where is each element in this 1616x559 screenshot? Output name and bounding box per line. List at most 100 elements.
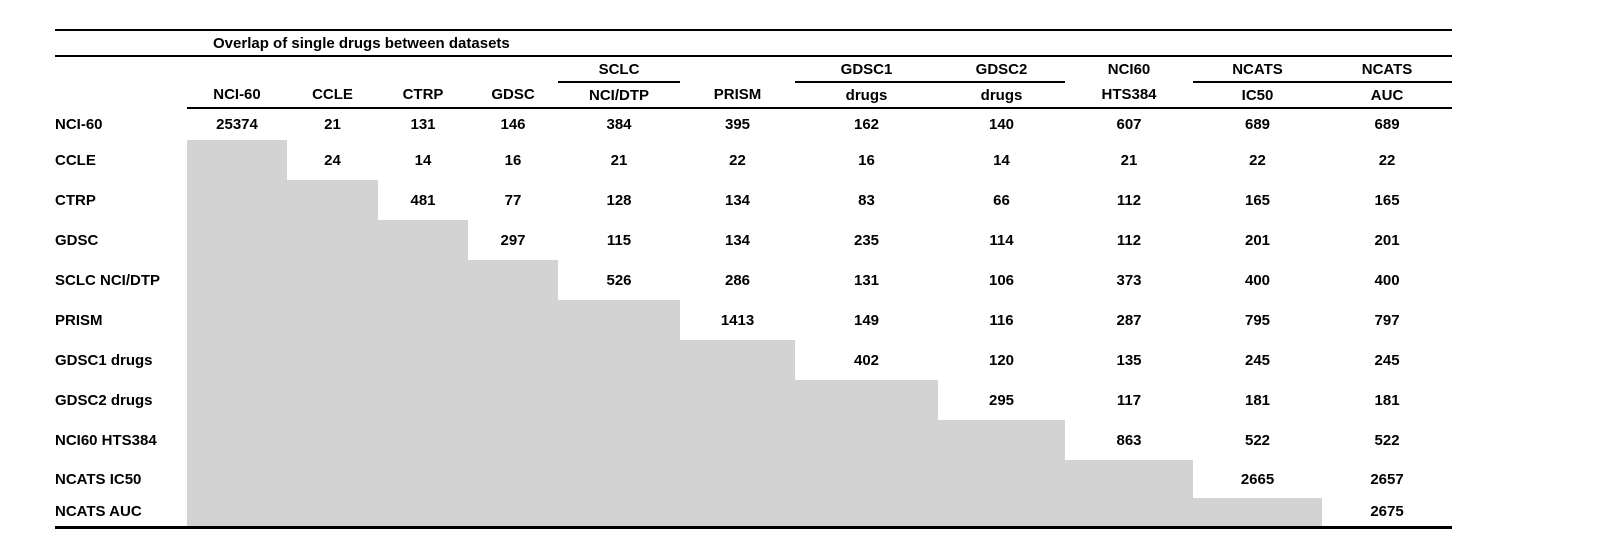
table-row: GDSC1 drugs 402 120 135 245 245 — [55, 340, 1452, 380]
matrix-cell: 16 — [858, 151, 875, 169]
row-label: GDSC2 drugs — [55, 391, 153, 409]
matrix-cell: 384 — [606, 116, 632, 133]
shaded-cell — [680, 420, 795, 460]
table-row: NCI-60 25374 21 131 146 384 395 162 140 607 689 689 — [55, 108, 1452, 140]
matrix-cell: 77 — [504, 191, 522, 209]
shaded-cell — [938, 420, 1065, 460]
column-header: IC50 — [1193, 82, 1322, 109]
shaded-cell — [558, 460, 680, 498]
group-label: GDSC1 — [795, 56, 938, 83]
matrix-cell: 481 — [410, 191, 436, 209]
matrix-cell: 165 — [1374, 191, 1400, 209]
shaded-cell — [287, 300, 378, 340]
matrix-cell: 22 — [729, 151, 746, 169]
matrix-cell: 14 — [414, 151, 432, 169]
row-label: NCATS IC50 — [55, 470, 142, 488]
shaded-cell — [287, 180, 378, 220]
column-header: CCLE — [287, 82, 378, 109]
matrix-cell: 16 — [504, 151, 522, 169]
matrix-cell: 134 — [724, 231, 751, 249]
shaded-cell — [795, 380, 938, 420]
matrix-cell: 400 — [1244, 271, 1271, 289]
matrix-cell: 162 — [853, 116, 880, 133]
column-header: AUC — [1322, 82, 1453, 109]
matrix-cell: 2657 — [1370, 470, 1404, 488]
matrix-cell: 117 — [1116, 391, 1142, 409]
matrix-cell: 400 — [1374, 271, 1400, 289]
sub-header-row: NCI-60 CCLE CTRP GDSC NCI/DTP PRISM drugs drugs… — [55, 82, 1453, 109]
shaded-cell — [287, 498, 378, 529]
shaded-cell — [558, 340, 680, 380]
shaded-cell — [378, 300, 468, 340]
shaded-cell — [558, 300, 680, 340]
matrix-cell: 295 — [988, 391, 1015, 409]
shaded-cell — [287, 340, 378, 380]
matrix-cell: 114 — [989, 231, 1014, 249]
group-label — [187, 56, 287, 82]
matrix-cell: 134 — [724, 191, 751, 209]
matrix-cell: 235 — [853, 231, 880, 249]
matrix-cell: 795 — [1244, 311, 1271, 329]
matrix-cell: 863 — [1116, 431, 1142, 449]
matrix-cell: 395 — [724, 116, 751, 133]
matrix-cell: 66 — [993, 191, 1010, 209]
shaded-cell — [680, 380, 795, 420]
shaded-cell — [287, 460, 378, 498]
matrix-cell: 131 — [853, 271, 880, 289]
shaded-cell — [187, 300, 287, 340]
column-header: CTRP — [378, 82, 468, 109]
table-row: NCATS IC50 2665 2657 — [55, 460, 1452, 498]
group-label — [680, 56, 795, 82]
table-row: NCATS AUC 2675 — [55, 498, 1453, 529]
shaded-cell — [287, 260, 378, 300]
shaded-cell — [468, 340, 558, 380]
corner-spacer — [55, 56, 187, 82]
matrix-cell: 14 — [993, 151, 1010, 169]
matrix-cell: 128 — [606, 191, 632, 209]
matrix-cell: 165 — [1244, 191, 1271, 209]
column-header: GDSC — [468, 82, 558, 109]
shaded-cell — [378, 498, 468, 529]
matrix-cell: 21 — [324, 116, 341, 133]
matrix-cell: 116 — [989, 311, 1014, 329]
shaded-cell — [287, 380, 378, 420]
matrix-cell: 131 — [410, 116, 436, 133]
table-row: SCLC NCI/DTP 526 286 131 106 373 400 400 — [55, 260, 1452, 300]
row-label: NCATS AUC — [55, 498, 187, 529]
matrix-cell: 112 — [1116, 191, 1142, 209]
matrix-cell: 22 — [1378, 151, 1396, 169]
matrix-cell: 24 — [324, 151, 341, 169]
matrix-cell: 181 — [1244, 391, 1271, 409]
shaded-cell — [378, 220, 468, 260]
shaded-cell — [938, 498, 1065, 529]
matrix-cell: 201 — [1374, 231, 1400, 249]
title-row: Overlap of single drugs between datasets — [55, 29, 1453, 57]
shaded-cell — [378, 460, 468, 498]
shaded-cell — [795, 420, 938, 460]
matrix-cell: 797 — [1374, 311, 1400, 329]
matrix-cell: 402 — [853, 351, 880, 369]
shaded-cell — [187, 498, 287, 529]
shaded-cell — [468, 460, 558, 498]
shaded-cell — [187, 180, 287, 220]
table-head: Overlap of single drugs between datasets… — [55, 29, 1453, 109]
column-header: NCI/DTP — [558, 82, 680, 109]
matrix-cell: 689 — [1244, 116, 1271, 133]
matrix-cell: 2665 — [1240, 470, 1275, 488]
row-label: GDSC1 drugs — [55, 351, 153, 369]
row-label: SCLC NCI/DTP — [55, 271, 160, 289]
column-header: NCI-60 — [187, 82, 287, 109]
shaded-cell — [287, 420, 378, 460]
row-label: NCI60 HTS384 — [55, 431, 157, 449]
shaded-cell — [187, 340, 287, 380]
shaded-cell — [795, 498, 938, 529]
shaded-cell — [468, 420, 558, 460]
group-header-row: SCLC GDSC1 GDSC2 NCI60 NCATS NCATS — [55, 56, 1453, 83]
matrix-cell: 2675 — [1322, 498, 1453, 529]
matrix-cell: 689 — [1374, 116, 1400, 133]
shaded-cell — [938, 460, 1065, 498]
matrix-cell: 287 — [1116, 311, 1142, 329]
matrix-cell: 526 — [606, 271, 632, 289]
matrix-cell: 21 — [610, 151, 628, 169]
